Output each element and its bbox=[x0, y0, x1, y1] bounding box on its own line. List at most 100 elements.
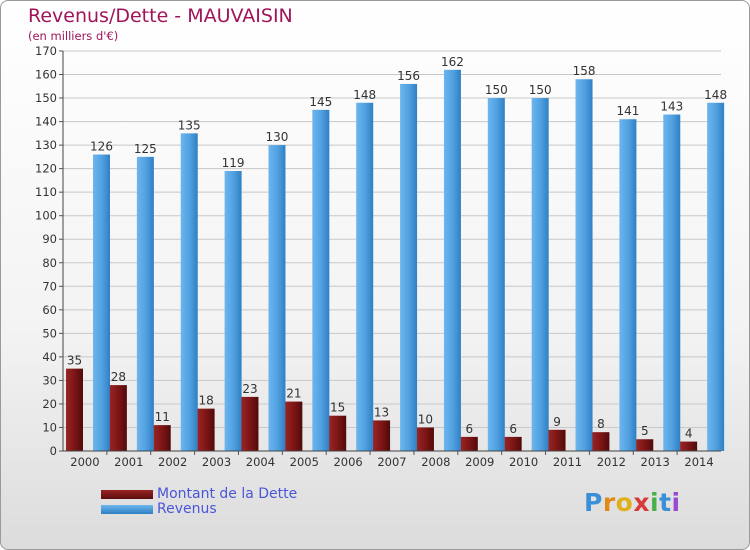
y-tick-label: 0 bbox=[50, 444, 57, 458]
x-tick-label: 2007 bbox=[377, 455, 406, 469]
logo-letter: i bbox=[671, 488, 681, 517]
y-tick-label: 150 bbox=[35, 91, 57, 105]
x-tick-label: 2003 bbox=[202, 455, 231, 469]
data-label-dette: 23 bbox=[242, 382, 257, 396]
logo-letter: i bbox=[650, 488, 660, 517]
bar-revenus bbox=[619, 119, 637, 451]
bar-dette bbox=[680, 441, 698, 451]
bar-revenus bbox=[93, 154, 110, 451]
data-label-revenus: 125 bbox=[134, 142, 157, 156]
y-tick-label: 100 bbox=[35, 209, 57, 223]
y-axis-ticks: 0 10 20 30 40 50 60 70 80 90 100 110 120 130 140 150 160… bbox=[35, 44, 63, 458]
data-label-dette: 11 bbox=[155, 410, 170, 424]
x-tick-label: 2005 bbox=[290, 455, 319, 469]
data-label-dette: 6 bbox=[465, 422, 473, 436]
data-label-revenus: 126 bbox=[90, 140, 113, 154]
chart-subtitle: (en milliers d'€) bbox=[28, 29, 119, 43]
data-label-revenus: 158 bbox=[573, 64, 596, 78]
bar-revenus bbox=[224, 171, 242, 451]
y-tick-label: 70 bbox=[42, 279, 57, 293]
axes bbox=[62, 51, 721, 452]
bar-dette bbox=[636, 439, 654, 451]
legend-label-revenus: Revenus bbox=[157, 501, 217, 517]
bar-dette bbox=[373, 420, 391, 451]
data-label-dette: 6 bbox=[509, 422, 517, 436]
y-tick-label: 110 bbox=[35, 185, 57, 199]
y-tick-label: 40 bbox=[42, 350, 57, 364]
y-tick-label: 60 bbox=[42, 303, 57, 317]
x-axis-ticks: 2000 2001 2002 2003 2004 2005 2006 2007 2008 2009… bbox=[70, 451, 714, 469]
y-tick-label: 10 bbox=[42, 420, 57, 434]
y-tick-label: 120 bbox=[35, 162, 57, 176]
bar-revenus bbox=[136, 156, 154, 451]
bar-dette bbox=[329, 415, 347, 451]
bar-dette bbox=[548, 429, 566, 451]
x-tick-label: 2011 bbox=[553, 455, 582, 469]
data-labels: 35 126 28 125 11 135 18 119 23 130 21 145 15 148 13 156… bbox=[67, 55, 727, 441]
data-label-dette: 28 bbox=[111, 370, 126, 384]
bar-dette bbox=[109, 385, 127, 451]
data-label-dette: 15 bbox=[330, 401, 345, 415]
bar-revenus bbox=[487, 98, 505, 451]
data-label-revenus: 119 bbox=[222, 156, 245, 170]
bar-dette bbox=[592, 432, 610, 451]
logo-letter: r bbox=[602, 488, 616, 517]
data-label-dette: 21 bbox=[286, 387, 301, 401]
bar-revenus bbox=[180, 133, 198, 451]
y-tick-label: 80 bbox=[42, 256, 57, 270]
bar-dette bbox=[285, 401, 303, 451]
data-label-revenus: 156 bbox=[397, 69, 420, 83]
x-tick-label: 2013 bbox=[641, 455, 670, 469]
bars-group bbox=[66, 69, 725, 452]
x-tick-label: 2002 bbox=[158, 455, 187, 469]
x-tick-label: 2000 bbox=[70, 455, 99, 469]
bar-dette bbox=[66, 368, 83, 451]
data-label-revenus: 148 bbox=[704, 88, 727, 102]
data-label-revenus: 141 bbox=[616, 104, 639, 118]
legend-swatch-dette bbox=[101, 490, 153, 499]
y-tick-label: 50 bbox=[42, 326, 57, 340]
x-tick-label: 2006 bbox=[333, 455, 362, 469]
data-label-dette: 4 bbox=[685, 427, 693, 441]
x-tick-label: 2014 bbox=[684, 455, 713, 469]
bar-revenus bbox=[531, 98, 549, 451]
data-label-dette: 9 bbox=[553, 415, 561, 429]
bar-dette bbox=[460, 436, 478, 451]
bar-dette bbox=[197, 408, 215, 451]
data-label-dette: 13 bbox=[374, 405, 389, 419]
data-label-revenus: 145 bbox=[309, 95, 332, 109]
data-label-dette: 8 bbox=[597, 417, 605, 431]
y-tick-label: 30 bbox=[42, 373, 57, 387]
data-label-revenus: 148 bbox=[353, 88, 376, 102]
x-tick-label: 2010 bbox=[509, 455, 538, 469]
legend-label-dette: Montant de la Dette bbox=[157, 486, 298, 502]
data-label-revenus: 130 bbox=[266, 130, 289, 144]
data-label-dette: 10 bbox=[418, 412, 433, 426]
data-label-dette: 35 bbox=[67, 354, 82, 368]
x-tick-label: 2001 bbox=[114, 455, 143, 469]
y-tick-label: 20 bbox=[42, 397, 57, 411]
y-tick-label: 160 bbox=[35, 68, 57, 82]
proxiti-logo: Proxiti bbox=[584, 488, 681, 517]
bar-revenus bbox=[268, 145, 286, 451]
x-tick-label: 2012 bbox=[597, 455, 626, 469]
bar-revenus bbox=[312, 109, 330, 451]
bar-revenus bbox=[707, 102, 725, 451]
bar-revenus bbox=[443, 69, 461, 451]
chart-title: Revenus/Dette - MAUVAISIN bbox=[28, 5, 293, 27]
data-label-revenus: 135 bbox=[178, 118, 201, 132]
bar-revenus bbox=[356, 102, 374, 451]
bar-dette bbox=[153, 425, 171, 451]
bar-revenus bbox=[400, 83, 418, 452]
bar-dette bbox=[504, 436, 522, 451]
logo-letter: x bbox=[633, 488, 650, 517]
data-label-revenus: 143 bbox=[660, 100, 683, 114]
x-tick-label: 2009 bbox=[465, 455, 494, 469]
data-label-dette: 18 bbox=[198, 394, 213, 408]
x-tick-label: 2008 bbox=[421, 455, 450, 469]
y-tick-label: 140 bbox=[35, 115, 57, 129]
x-tick-label: 2004 bbox=[246, 455, 275, 469]
legend-swatch-revenus bbox=[101, 505, 153, 514]
y-tick-label: 90 bbox=[42, 232, 57, 246]
